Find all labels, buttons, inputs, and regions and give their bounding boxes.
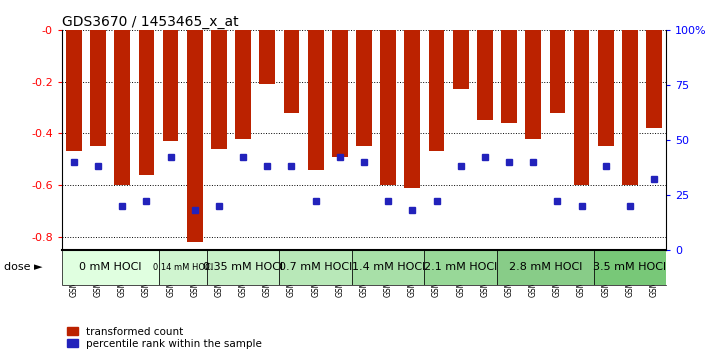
Bar [380,30,396,185]
Bar [114,30,130,185]
Bar [429,30,444,152]
Bar [356,30,372,146]
Text: 3.5 mM HOCl: 3.5 mM HOCl [593,262,666,272]
Bar [259,30,275,84]
Text: 0.35 mM HOCl: 0.35 mM HOCl [203,262,283,272]
Bar [66,30,82,152]
Bar [308,30,323,170]
Bar [159,250,207,285]
Bar [497,250,593,285]
Bar [424,250,497,285]
Bar [501,30,517,123]
Bar [284,30,299,113]
Bar [550,30,565,113]
Bar [352,250,424,285]
Bar [477,30,493,120]
Text: 0 mM HOCl: 0 mM HOCl [79,262,141,272]
Text: 2.1 mM HOCl: 2.1 mM HOCl [424,262,497,272]
Bar [187,30,202,242]
Bar [526,30,541,138]
Text: 2.8 mM HOCl: 2.8 mM HOCl [509,262,582,272]
Bar [211,30,227,149]
Bar [598,30,614,146]
Bar [332,30,348,156]
Bar [163,30,178,141]
Legend: transformed count, percentile rank within the sample: transformed count, percentile rank withi… [67,327,261,349]
Bar [453,30,469,90]
Bar [207,250,280,285]
Bar [405,30,420,188]
Bar [138,30,154,175]
Text: GDS3670 / 1453465_x_at: GDS3670 / 1453465_x_at [62,15,239,29]
Bar [622,30,638,185]
Text: dose ►: dose ► [4,262,42,272]
Text: 1.4 mM HOCl: 1.4 mM HOCl [352,262,425,272]
Bar [90,30,106,146]
Text: 0.7 mM HOCl: 0.7 mM HOCl [279,262,352,272]
Bar [235,30,251,138]
Bar [593,250,666,285]
Bar [646,30,662,128]
Bar [280,250,352,285]
Bar [62,250,159,285]
Text: 0.14 mM HOCl: 0.14 mM HOCl [153,263,213,272]
Bar [574,30,590,185]
